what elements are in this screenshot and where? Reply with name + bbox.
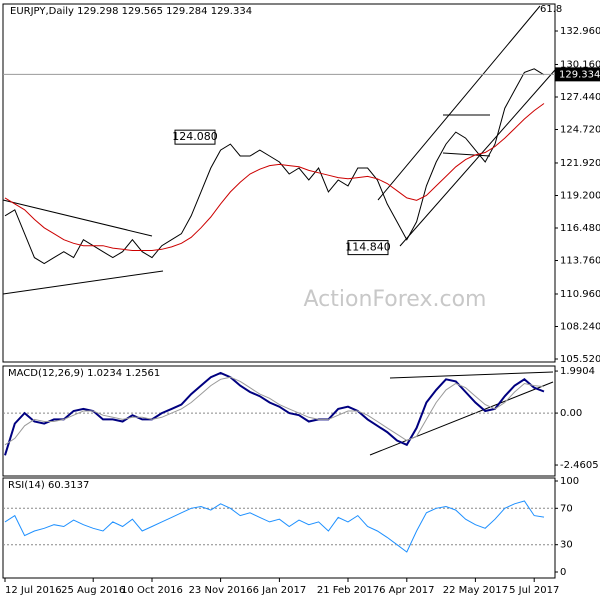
annotation-label: 124.080 (172, 130, 218, 143)
series-line (4, 68, 545, 265)
y-tick-label: 119.200 (560, 190, 600, 201)
y-tick-label: 110.960 (560, 289, 600, 300)
series-line (4, 103, 545, 251)
y-tick-label: 124.720 (560, 125, 600, 136)
annotation-label: 114.840 (345, 241, 391, 254)
series-line (4, 500, 545, 553)
annotation-box (347, 240, 389, 256)
trend-line (2, 199, 153, 237)
series-line (4, 371, 545, 456)
macd-panel (2, 365, 556, 477)
channel-line (377, 5, 541, 201)
x-tick-label: 21 Feb 2017 (317, 585, 379, 596)
x-tick-label: 23 Nov 2016 (189, 585, 253, 596)
y-tick-label: 0.00 (560, 408, 582, 419)
last-price-label: 129.334 (559, 69, 600, 80)
y-tick-label: 113.760 (560, 256, 600, 267)
rsi-title: RSI(14) 60.3137 (8, 480, 89, 491)
y-tick-label: 121.920 (560, 158, 600, 169)
y-tick-label: 70 (560, 503, 573, 514)
x-tick-label: 6 Apr 2017 (379, 585, 434, 596)
trend-lines (2, 5, 556, 456)
annotation-box (174, 129, 216, 145)
y-tick-label: 1.9904 (560, 366, 595, 377)
x-tick-label: 5 Jul 2017 (509, 585, 559, 596)
x-tick-label: 6 Jan 2017 (253, 585, 307, 596)
y-tick-label: 30 (560, 540, 573, 551)
y-tick-label: 108.240 (560, 321, 600, 332)
y-tick-label: -2.4605 (560, 460, 599, 471)
x-tick-label: 25 Aug 2016 (61, 585, 125, 596)
rsi-panel (2, 477, 556, 579)
y-tick-label: 0 (560, 567, 566, 578)
watermark: ActionForex.com (304, 287, 487, 312)
y-tick-label: 130.160 (560, 59, 600, 70)
last-price-box (555, 67, 600, 82)
flag-line (442, 152, 491, 157)
fib-label: 61.8 (540, 4, 562, 15)
series-line (4, 376, 545, 446)
x-tick-label: 12 Jul 2016 (5, 585, 62, 596)
y-tick-label: 127.440 (560, 92, 600, 103)
y-tick-label: 105.520 (560, 354, 600, 365)
y-tick-label: 132.960 (560, 26, 600, 37)
trend-line (2, 270, 164, 295)
macd-trend-line (389, 371, 554, 379)
channel-line (399, 69, 556, 247)
x-tick-label: 22 May 2017 (443, 585, 508, 596)
y-tick-label: 100 (560, 476, 579, 487)
macd-title: MACD(12,26,9) 1.0234 1.2561 (8, 368, 160, 379)
chart-title: EURJPY,Daily 129.298 129.565 129.284 129… (10, 6, 252, 17)
macd-trend-line (369, 381, 554, 456)
x-tick-label: 10 Oct 2016 (121, 585, 183, 596)
y-tick-label: 116.480 (560, 223, 600, 234)
price-panel (2, 3, 556, 363)
